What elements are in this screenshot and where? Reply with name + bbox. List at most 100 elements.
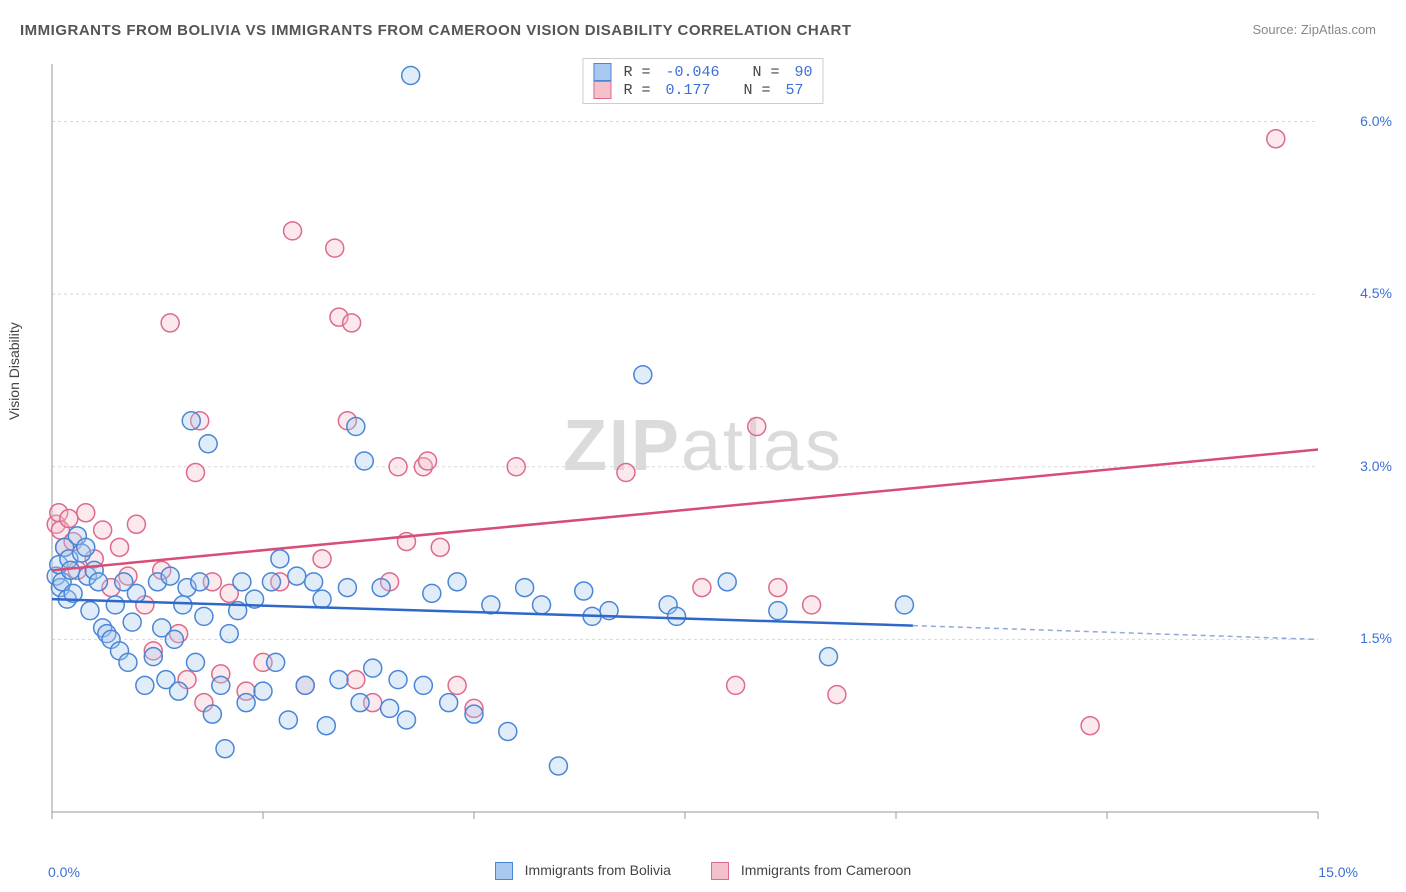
scatter-point — [136, 676, 154, 694]
scatter-point — [144, 648, 162, 666]
scatter-point — [119, 653, 137, 671]
scatter-point — [330, 671, 348, 689]
scatter-point — [338, 579, 356, 597]
scatter-point — [693, 579, 711, 597]
stats-row-2: R = 0.177 N = 57 — [593, 81, 812, 99]
scatter-point — [727, 676, 745, 694]
scatter-point — [161, 567, 179, 585]
legend-label-2: Immigrants from Cameroon — [741, 862, 911, 878]
scatter-point — [127, 515, 145, 533]
scatter-point — [170, 682, 188, 700]
scatter-point — [174, 596, 192, 614]
scatter-point — [397, 711, 415, 729]
y-axis-tick-label: 6.0% — [1360, 113, 1392, 129]
scatter-point — [186, 464, 204, 482]
source-label: Source: ZipAtlas.com — [1252, 22, 1376, 37]
scatter-point — [617, 464, 635, 482]
scatter-point — [106, 596, 124, 614]
scatter-point — [326, 239, 344, 257]
scatter-point — [77, 538, 95, 556]
scatter-point — [305, 573, 323, 591]
scatter-point — [431, 538, 449, 556]
scatter-point — [895, 596, 913, 614]
scatter-point — [296, 676, 314, 694]
legend-swatch-2 — [711, 862, 729, 880]
bottom-legend: Immigrants from Bolivia Immigrants from … — [0, 862, 1406, 880]
scatter-point — [347, 671, 365, 689]
scatter-point — [575, 582, 593, 600]
scatter-point — [448, 573, 466, 591]
scatter-point — [364, 659, 382, 677]
n-label: N = — [726, 64, 789, 81]
scatter-point — [351, 694, 369, 712]
trend-line-series1-dash — [913, 626, 1318, 640]
scatter-point — [343, 314, 361, 332]
scatter-point — [499, 722, 517, 740]
scatter-point — [186, 653, 204, 671]
legend-label-1: Immigrants from Bolivia — [525, 862, 671, 878]
scatter-point — [313, 550, 331, 568]
legend-swatch-1 — [495, 862, 513, 880]
scatter-point — [389, 671, 407, 689]
scatter-point — [748, 417, 766, 435]
scatter-point — [507, 458, 525, 476]
scatter-point — [402, 67, 420, 85]
r-label: R = — [623, 82, 659, 99]
swatch-series2 — [593, 81, 611, 99]
stats-row-1: R = -0.046 N = 90 — [593, 63, 812, 81]
scatter-point — [284, 222, 302, 240]
scatter-point — [111, 538, 129, 556]
scatter-point — [267, 653, 285, 671]
scatter-point — [828, 686, 846, 704]
chart-title: IMMIGRANTS FROM BOLIVIA VS IMMIGRANTS FR… — [20, 22, 852, 39]
scatter-point — [1267, 130, 1285, 148]
scatter-point — [803, 596, 821, 614]
y-axis-tick-label: 4.5% — [1360, 285, 1392, 301]
scatter-point — [465, 705, 483, 723]
scatter-point — [634, 366, 652, 384]
scatter-point — [182, 412, 200, 430]
scatter-point — [89, 573, 107, 591]
scatter-point — [199, 435, 217, 453]
scatter-point — [81, 602, 99, 620]
n-value-2: 57 — [786, 82, 804, 99]
scatter-point — [220, 625, 238, 643]
scatter-point — [271, 550, 289, 568]
scatter-point — [440, 694, 458, 712]
scatter-point — [191, 573, 209, 591]
legend-item-1: Immigrants from Bolivia — [495, 862, 671, 880]
chart-area — [48, 60, 1358, 830]
scatter-point — [533, 596, 551, 614]
scatter-point — [161, 314, 179, 332]
scatter-point — [237, 694, 255, 712]
scatter-point — [195, 607, 213, 625]
scatter-point — [77, 504, 95, 522]
scatter-point — [279, 711, 297, 729]
y-axis-tick-label: 1.5% — [1360, 630, 1392, 646]
scatter-point — [516, 579, 534, 597]
scatter-point — [203, 705, 221, 723]
scatter-point — [288, 567, 306, 585]
scatter-point — [414, 676, 432, 694]
r-label: R = — [623, 64, 659, 81]
scatter-chart — [48, 60, 1358, 830]
scatter-point — [60, 510, 78, 528]
trend-line-series2 — [52, 450, 1318, 571]
legend-item-2: Immigrants from Cameroon — [711, 862, 911, 880]
scatter-point — [419, 452, 437, 470]
scatter-point — [668, 607, 686, 625]
n-label: N = — [717, 82, 780, 99]
stats-legend: R = -0.046 N = 90 R = 0.177 N = 57 — [582, 58, 823, 104]
scatter-point — [216, 740, 234, 758]
scatter-point — [212, 676, 230, 694]
scatter-point — [94, 521, 112, 539]
scatter-point — [448, 676, 466, 694]
scatter-point — [127, 584, 145, 602]
scatter-point — [423, 584, 441, 602]
scatter-point — [769, 602, 787, 620]
scatter-point — [819, 648, 837, 666]
scatter-point — [372, 579, 390, 597]
scatter-point — [718, 573, 736, 591]
scatter-point — [233, 573, 251, 591]
scatter-point — [769, 579, 787, 597]
